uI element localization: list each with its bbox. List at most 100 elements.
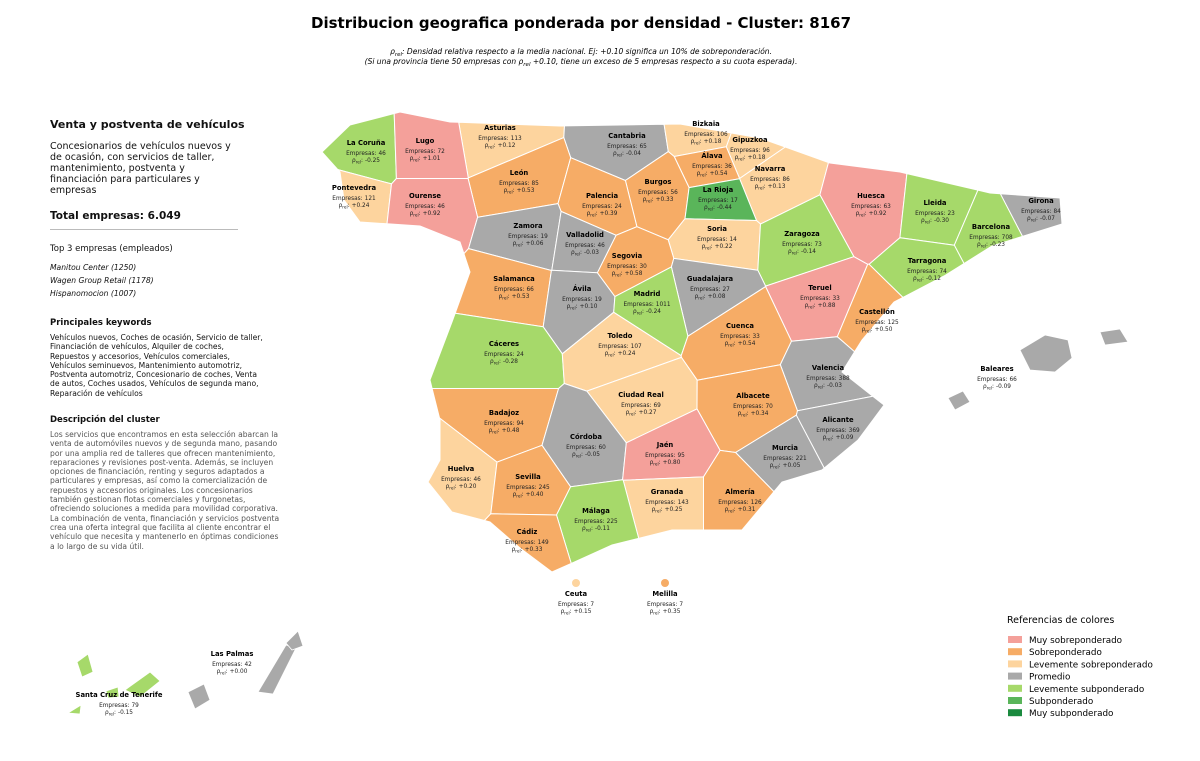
rho-suffix: : [455,484,457,490]
province-count: Empresas: 121 [332,196,376,202]
province-rho: ρrel: +0.18 [691,139,722,146]
rho-suffix: : [747,411,749,417]
rho-value: +0.10 [580,304,598,310]
count-value: 149 [538,540,549,546]
rho-sub: rel [859,213,864,218]
rho-symbol: ρ [105,710,109,716]
rho-value: +0.88 [818,303,836,309]
province-count: Empresas: 46 [405,204,445,210]
province-rho: ρrel: +0.54 [725,341,756,348]
count-value: 85 [531,181,539,187]
count-label: Empresas: [478,136,508,142]
rho-value: +0.33 [525,547,543,553]
legend-label: Sobreponderado [1029,648,1102,658]
legend-swatch [1008,660,1022,668]
rho-sub: rel [925,220,930,225]
rho-suffix: : [992,384,994,390]
count-value: 113 [511,136,522,142]
rho-symbol: ρ [512,547,516,553]
rho-suffix: : [614,351,616,357]
rho-symbol: ρ [561,609,565,615]
count-value: 107 [631,344,642,350]
rho-value: +0.18 [748,155,766,161]
province-name: Sevilla [515,473,541,481]
rho-value: +0.24 [618,351,636,357]
province [285,630,304,651]
province-rho: ρrel: -0.30 [921,218,949,225]
rho-value: -0.28 [503,359,518,365]
rho-sub: rel [109,712,114,717]
rho-sub: rel [515,549,520,554]
rho-symbol: ρ [862,327,866,333]
province-rho: ρrel: +1.01 [410,156,441,163]
rho-value: -0.04 [626,151,641,157]
province-name: Málaga [582,507,610,515]
province-name: Lleida [923,199,946,207]
rho-value: -0.23 [990,242,1005,248]
legend-label: Subponderado [1029,697,1093,707]
province-count: Empresas: 63 [851,204,891,210]
province-count: Empresas: 126 [718,500,762,506]
count-label: Empresas: [562,297,592,303]
province-name: La Coruña [347,139,386,147]
province-name: Barcelona [972,223,1011,231]
rho-symbol: ρ [612,271,616,277]
count-label: Empresas: [607,144,637,150]
province-count: Empresas: 85 [499,181,539,187]
province-rho: ρrel: +0.27 [626,410,657,417]
rho-symbol: ρ [217,669,221,675]
province-name: Melilla [652,590,678,598]
province-name: Ourense [409,192,441,200]
rho-value: -0.12 [926,276,941,282]
top-item: Manitou Center (1250) [50,263,137,272]
count-label: Empresas: [505,540,535,546]
province-count: Empresas: 245 [506,485,550,491]
count-label: Empresas: [623,302,653,308]
province [321,112,397,185]
rho-suffix: : [642,309,644,315]
rho-sub: rel [413,158,418,163]
count-value: 42 [244,662,252,668]
rho-value: +0.50 [875,327,893,333]
rho-value: +0.80 [663,460,681,466]
province-rho: ρrel: +0.24 [339,203,370,210]
province-count: Empresas: 42 [212,662,252,668]
count-value: 96 [762,148,770,154]
rho-sub: rel [637,311,642,316]
rho-sub: rel [792,251,797,256]
rho-symbol: ρ [650,460,654,466]
rho-suffix: : [832,435,834,441]
province-count: Empresas: 19 [508,234,548,240]
count-value: 1011 [656,302,671,308]
legend-swatch [1008,648,1022,656]
count-label: Empresas: [638,190,668,196]
rho-suffix: : [494,143,496,149]
rho-suffix: : [652,197,654,203]
rho-value: +0.35 [663,609,681,615]
count-label: Empresas: [816,428,846,434]
count-value: 245 [539,485,550,491]
rho-suffix: : [1036,216,1038,222]
subscript: rel [395,52,403,58]
legend-swatch [1008,709,1022,717]
rho-value: +0.13 [768,184,786,190]
province-rho: ρrel: +0.00 [217,669,248,676]
count-label: Empresas: [346,151,376,157]
rho-sub: rel [1031,218,1036,223]
divider [50,229,238,230]
rho-sub: rel [738,157,743,162]
total: Total empresas: 6.049 [50,210,181,222]
province-count: Empresas: 113 [478,136,522,142]
count-value: 106 [717,132,728,138]
count-label: Empresas: [621,403,651,409]
rho-value: +0.00 [230,669,248,675]
province [572,579,580,587]
province-name: Valencia [812,364,845,372]
province-rho: ρrel: -0.09 [983,384,1011,391]
rho-sub: rel [728,343,733,348]
count-value: 126 [751,500,762,506]
description: Los servicios que encontramos en esta se… [50,430,280,551]
count-label: Empresas: [574,519,604,525]
rho-suffix: : [871,327,873,333]
rho-sub: rel [987,386,992,391]
